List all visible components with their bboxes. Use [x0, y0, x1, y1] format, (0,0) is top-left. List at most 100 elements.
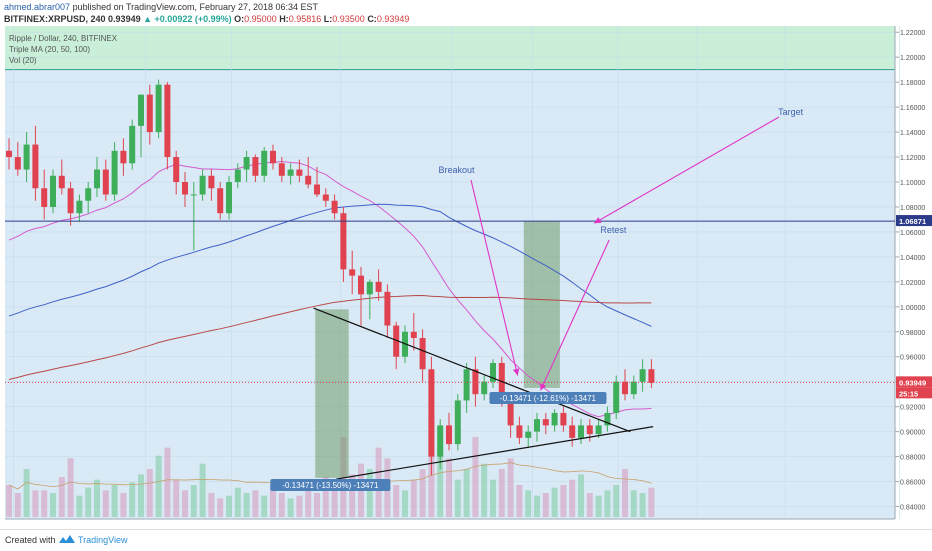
breakout-arrow: [470, 179, 520, 376]
candle-body: [278, 163, 285, 176]
legend-title: Ripple / Dollar, 240, BITFINEX: [9, 34, 118, 43]
change-up-icon: ▲: [143, 14, 153, 24]
y-tick-label: 0.90000: [900, 430, 925, 437]
legend-volume[interactable]: Vol (20): [9, 56, 37, 65]
volume-bar: [76, 495, 83, 517]
volume-bar: [217, 498, 224, 517]
candle-body: [146, 94, 153, 133]
footer-brand[interactable]: TradingView: [78, 535, 128, 545]
candle-body: [50, 175, 56, 207]
price-axis-label: 1.06871: [899, 217, 926, 226]
y-tick-label: 0.92000: [900, 405, 925, 412]
created-with-text: Created with: [5, 535, 56, 545]
volume-bar: [111, 485, 118, 517]
close-value: 0.93949: [376, 14, 410, 24]
volume-bar: [190, 485, 197, 517]
volume-bar: [463, 469, 470, 517]
symbol: BITFINEX:XRPUSD, 240: [4, 14, 106, 24]
target-measure-box: [523, 221, 560, 388]
volume-bar: [173, 479, 180, 517]
moving-average-line: [8, 203, 652, 327]
candle-body: [569, 425, 576, 438]
volume-bar: [322, 477, 329, 517]
candle-body: [437, 425, 444, 457]
candle-body: [76, 200, 83, 214]
volume-bar: [164, 447, 171, 517]
volume-bar: [278, 493, 285, 517]
y-tick-label: 1.08000: [900, 205, 925, 212]
legend-ma[interactable]: Triple MA (20, 50, 100): [9, 45, 91, 54]
volume-bar: [67, 458, 74, 517]
candle-body: [490, 362, 496, 382]
close-label: C:: [367, 14, 377, 24]
volume-bar: [296, 495, 303, 517]
symbol-line: BITFINEX:XRPUSD, 240 0.93949 ▲ +0.00922 …: [4, 14, 409, 24]
candle-body: [551, 412, 558, 426]
candle-body: [23, 144, 30, 170]
y-tick-label: 1.02000: [900, 280, 925, 287]
author-name[interactable]: ahmed.abrar007: [4, 2, 71, 12]
volume-bar: [454, 479, 461, 517]
volume-bar: [419, 469, 426, 517]
candle-body: [331, 200, 338, 214]
retest-arrow: [540, 239, 610, 391]
volume-bar: [102, 490, 109, 517]
y-tick-label: 1.22000: [900, 30, 925, 37]
low-label: L:: [323, 14, 333, 24]
volume-bar: [41, 490, 48, 517]
target-label: Target: [778, 107, 804, 117]
tradingview-logo-icon: [59, 535, 75, 543]
candle-body: [173, 157, 180, 183]
volume-bar: [85, 487, 92, 517]
measure-label-upper: -0.13471 (-12.61%) -13471: [500, 394, 597, 403]
open-value: 0.95000: [244, 14, 277, 24]
volume-bar: [498, 469, 505, 517]
candle-body: [525, 431, 532, 438]
volume-bar: [23, 469, 30, 517]
volume-bar: [622, 469, 628, 517]
price-change: +0.00922 (+0.99%): [154, 14, 232, 24]
candle-body: [296, 169, 303, 176]
candle-body: [481, 381, 488, 395]
candle-body: [226, 182, 232, 214]
candle-body: [287, 169, 294, 176]
measure-label-lower: -0.13471 (-13.50%) -13471: [282, 481, 379, 490]
volume-bar: [349, 474, 356, 517]
candle-body: [234, 169, 241, 183]
published-text: published on TradingView.com, February 2…: [72, 2, 319, 12]
volume-bar: [490, 479, 496, 517]
y-tick-label: 1.20000: [900, 55, 925, 62]
price-chart[interactable]: 1.22000 1.20000 1.18000 1.16000 1.14000 1.120…: [0, 0, 932, 520]
volume-bar: [534, 495, 540, 517]
price-label-bg: [896, 387, 932, 399]
volume-bar: [120, 493, 127, 517]
candle-body: [340, 213, 347, 270]
volume-bar: [586, 493, 593, 517]
candle-body: [129, 125, 136, 164]
candle-body: [243, 157, 250, 170]
volume-bar: [243, 493, 250, 517]
lower-trendline: [336, 426, 654, 480]
candle-body: [120, 150, 127, 164]
volume-bar: [446, 458, 452, 517]
y-tick-label: 1.16000: [900, 105, 925, 112]
candle-body: [41, 188, 48, 207]
candle-body: [542, 419, 549, 426]
volume-bar: [551, 487, 558, 517]
volume-bar: [472, 437, 479, 517]
volume-bar: [366, 469, 373, 517]
volume-bar: [146, 469, 153, 517]
candle-body: [622, 381, 628, 395]
candle-body: [428, 369, 435, 457]
price-axis-label: 0.93949: [899, 378, 926, 387]
y-axis-panel: [895, 26, 932, 519]
moving-average-line: [8, 294, 652, 380]
low-value: 0.93500: [332, 14, 365, 24]
volume-bar: [516, 485, 523, 517]
candle-body: [305, 175, 312, 185]
resistance-zone: [5, 26, 895, 70]
candle-body: [463, 369, 470, 401]
volume-bar: [252, 490, 259, 517]
y-tick-label: 1.12000: [900, 155, 925, 162]
y-tick-label: 1.04000: [900, 255, 925, 262]
